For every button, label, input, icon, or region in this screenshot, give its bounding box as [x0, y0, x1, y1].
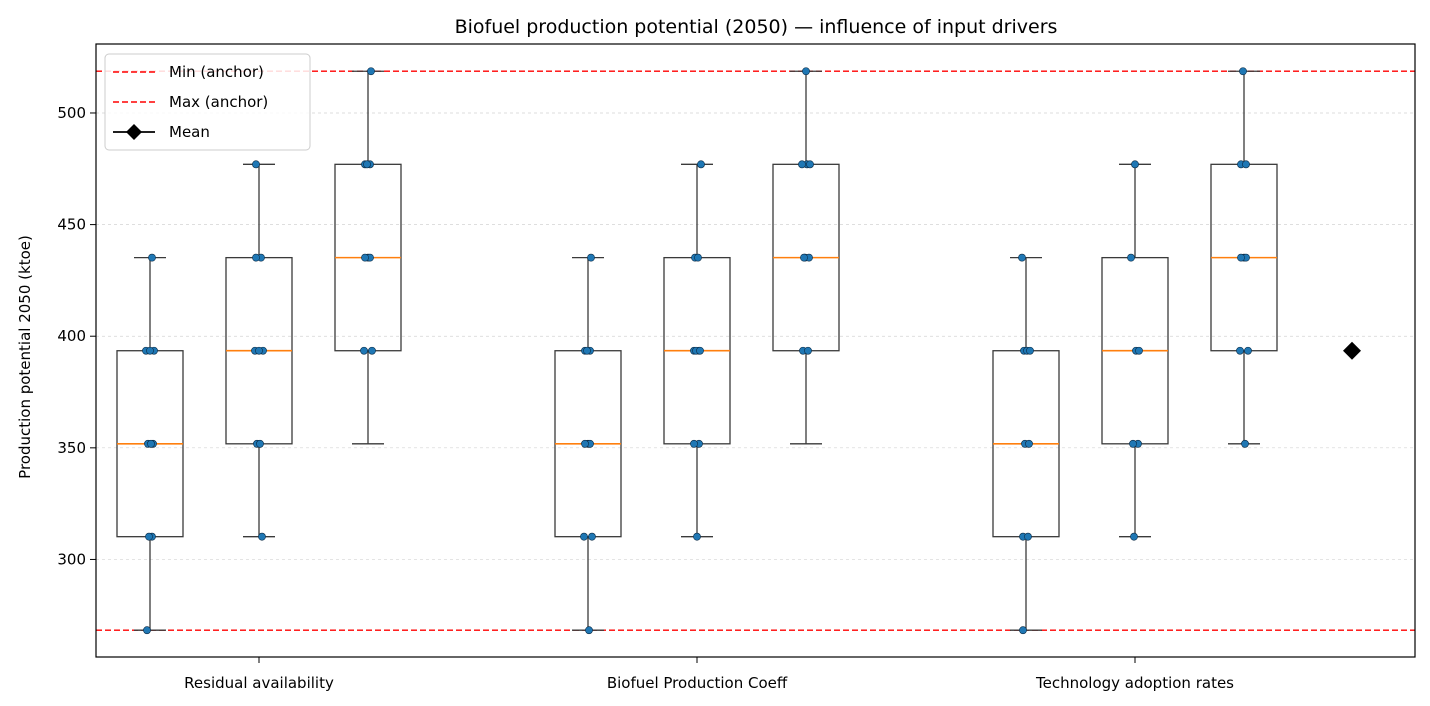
mean-marker	[1343, 341, 1361, 360]
axis-ticks: 300 350 400 450 500 Residual availability Biof…	[57, 104, 1234, 692]
data-point	[252, 160, 260, 169]
data-point	[1127, 253, 1135, 262]
data-point	[798, 160, 806, 169]
y-tick-label: 400	[57, 327, 86, 345]
data-point	[143, 626, 151, 635]
legend-label: Max (anchor)	[169, 93, 268, 111]
data-point	[800, 253, 808, 262]
x-tick-label: Biofuel Production Coeff	[607, 674, 788, 692]
legend-label: Min (anchor)	[169, 63, 264, 81]
data-point	[147, 439, 155, 448]
data-point	[367, 67, 375, 76]
data-point	[252, 253, 260, 262]
data-point	[1242, 160, 1250, 169]
data-point	[1129, 439, 1137, 448]
data-point	[804, 346, 812, 355]
data-point	[690, 439, 698, 448]
data-point	[361, 253, 369, 262]
data-point	[1236, 346, 1244, 355]
data-point	[1244, 346, 1252, 355]
legend-box	[104, 53, 311, 151]
data-point	[1241, 439, 1249, 448]
data-point	[806, 160, 814, 169]
y-tick-label: 300	[57, 550, 86, 568]
y-axis-label: Production potential 2050 (ktoe)	[16, 235, 34, 479]
data-point	[697, 160, 705, 169]
data-point	[1025, 439, 1033, 448]
data-point	[363, 160, 371, 169]
legend-label: Mean	[169, 123, 210, 141]
y-tick-label: 450	[57, 216, 86, 234]
data-point	[256, 439, 264, 448]
grid-lines	[96, 112, 1415, 560]
data-point	[360, 346, 368, 355]
data-point	[258, 532, 266, 541]
data-point	[693, 532, 701, 541]
data-point	[1026, 346, 1034, 355]
data-point	[145, 532, 153, 541]
data-point	[1135, 346, 1143, 355]
data-point	[1019, 626, 1027, 635]
legend-swatch-diamond	[126, 124, 142, 140]
chart-title: Biofuel production potential (2050) — in…	[455, 16, 1058, 38]
data-point	[696, 346, 704, 355]
data-point	[1239, 67, 1247, 76]
legend: Min (anchor) Max (anchor) Mean	[104, 53, 311, 151]
data-point	[1018, 253, 1026, 262]
data-point	[694, 253, 702, 262]
mean-markers	[1343, 341, 1361, 360]
data-point	[802, 67, 810, 76]
data-point	[588, 532, 596, 541]
plot-frame	[95, 43, 1416, 658]
data-point	[587, 253, 595, 262]
y-tick-label: 350	[57, 439, 86, 457]
data-point	[146, 346, 154, 355]
x-tick-label: Technology adoption rates	[1035, 674, 1234, 692]
data-point	[368, 346, 376, 355]
data-point	[1131, 160, 1139, 169]
data-point	[1130, 532, 1138, 541]
data-point	[148, 253, 156, 262]
data-points	[142, 67, 1252, 635]
data-point	[1024, 532, 1032, 541]
data-point	[580, 532, 588, 541]
data-point	[581, 439, 589, 448]
data-point	[1237, 253, 1245, 262]
data-point	[583, 346, 591, 355]
data-point	[255, 346, 263, 355]
reference-lines	[96, 70, 1415, 631]
x-tick-label: Residual availability	[184, 674, 334, 692]
y-tick-label: 500	[57, 104, 86, 122]
data-point	[585, 626, 593, 635]
